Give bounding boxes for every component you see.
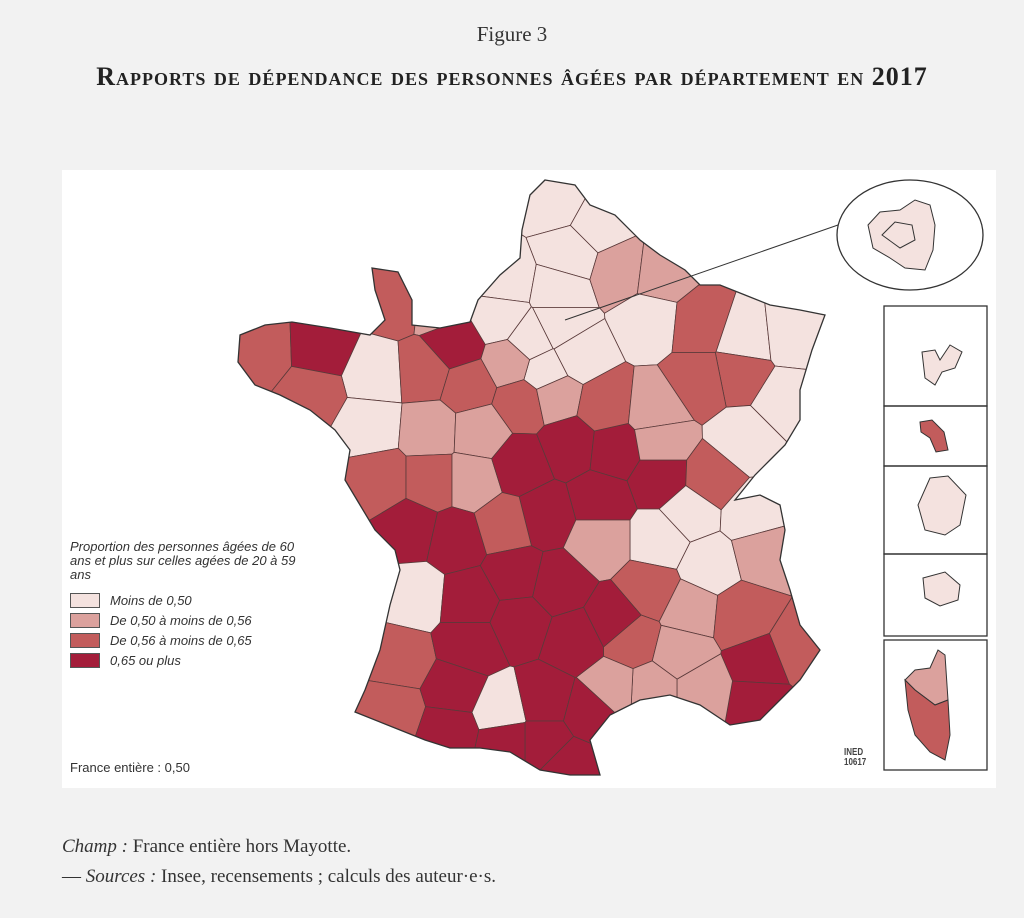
department-area [757, 180, 825, 376]
legend-swatch [70, 652, 100, 668]
caption-champ: Champ : France entière hors Mayotte. [62, 836, 352, 857]
department-area [629, 660, 678, 775]
department-area [710, 680, 825, 775]
legend-swatch [70, 612, 100, 628]
legend-item: Moins de 0,50 [70, 590, 300, 610]
department-area [285, 216, 363, 377]
corse-du-sud [904, 678, 951, 761]
figure-title: Rapports de dépendance des personnes âgé… [96, 62, 928, 91]
caption-sources: — Sources : Insee, recensements ; calcul… [62, 866, 497, 887]
legend-item: De 0,56 à moins de 0,65 [70, 630, 300, 650]
figure-label: Figure 3 [476, 22, 548, 46]
map-legend: Proportion des personnes âgées de 60 ans… [70, 540, 300, 670]
paris-leader-line [564, 224, 839, 321]
department-area [238, 365, 348, 550]
department-area [569, 180, 715, 254]
department-area [238, 180, 292, 482]
ined-credit: INED 10617 [844, 747, 867, 768]
department-area [282, 497, 439, 573]
department-area [397, 399, 457, 457]
guyane [917, 475, 967, 536]
martinique [919, 419, 949, 453]
france-choropleth-map [237, 179, 988, 776]
legend-item: 0,65 ou plus [70, 650, 300, 670]
department-area [413, 183, 474, 336]
legend-swatch [70, 632, 100, 648]
guadeloupe [921, 344, 963, 386]
department-area [583, 578, 642, 648]
reunion [922, 571, 961, 607]
overseas-insets [883, 305, 988, 771]
department-area [636, 180, 798, 303]
france-total: France entière : 0,50 [70, 760, 190, 775]
department-area [428, 180, 537, 303]
legend-item: De 0,50 à moins de 0,56 [70, 610, 300, 630]
legend-swatch [70, 592, 100, 608]
map-panel: Proportion des personnes âgées de 60 ans… [62, 170, 996, 788]
legend-title: Proportion des personnes âgées de 60 ans… [70, 539, 296, 582]
department-area [259, 180, 432, 342]
